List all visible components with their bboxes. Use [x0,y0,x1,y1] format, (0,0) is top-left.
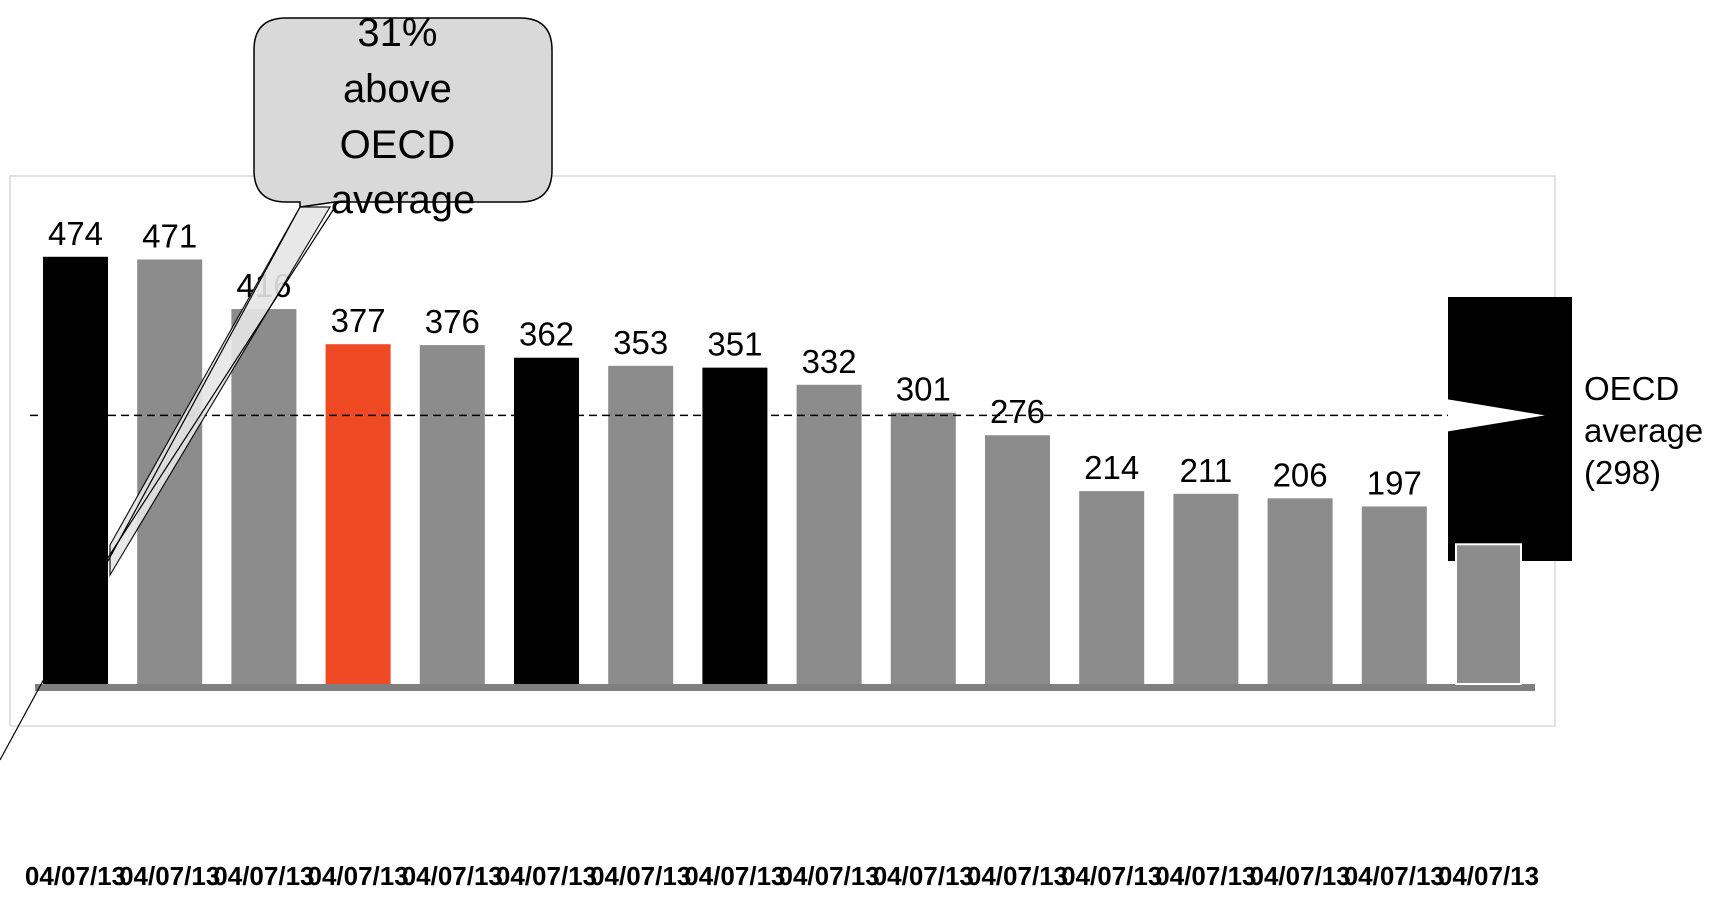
x-tick-label: 04/07/13 [402,861,503,891]
bar-5 [419,345,485,684]
svg-text:31% above OECD: 31% above OECD average [331,11,476,222]
bar-value-label: 471 [142,217,197,254]
x-tick-label: 04/07/13 [25,861,126,891]
callout-line-2: above [343,67,452,111]
x-tick-label: 04/07/13 [1249,861,1350,891]
x-tick-label: 04/07/13 [307,861,408,891]
x-tick-label: 04/07/13 [967,861,1068,891]
callout-line-1: 31% [357,11,437,55]
x-tick-label: 04/07/13 [590,861,691,891]
bar-15 [1361,506,1427,684]
callout-line-3: OECD [340,123,456,167]
x-tick-label: 04/07/13 [1061,861,1162,891]
bar-9 [796,384,862,684]
oecd-average-marker [1448,297,1572,561]
x-tick-label: 04/07/13 [778,861,879,891]
bar-10 [890,412,956,684]
bar-value-label: 362 [519,316,574,353]
last-bar-layer [1455,543,1522,686]
x-tick-label: 04/07/13 [684,861,785,891]
oecd-average-label: OECD average (298) [1584,370,1712,491]
bar-3 [231,309,297,684]
bar-value-label: 206 [1273,456,1328,493]
callout-pointer-line-right [44,206,336,656]
callout-line-4: average [331,178,476,222]
x-tick-label: 04/07/13 [496,861,597,891]
x-tick-label: 04/07/13 [1438,861,1539,891]
bar-11 [985,435,1050,684]
bar-13 [1173,493,1239,684]
x-tick-label: 04/07/13 [119,861,220,891]
bar-value-label: 376 [425,303,480,340]
bar-16 [1455,543,1522,686]
x-tick-label: 04/07/13 [873,861,974,891]
bar-value-label: 351 [707,326,762,363]
oecd-label-line-3: (298) [1584,454,1661,491]
bar-6 [514,357,579,684]
callout-bubble: 31% above OECD average [253,11,553,222]
x-tick-labels: 04/07/1304/07/1304/07/1304/07/1304/07/13… [25,861,1539,891]
bar-value-label: 353 [613,324,668,361]
bar-12 [1079,491,1145,684]
callout-pointer-line-left [0,206,301,761]
bar-value-label: 474 [48,215,103,252]
bar-value-label: 276 [990,393,1045,430]
x-tick-label: 04/07/13 [1344,861,1445,891]
bar-value-label: 214 [1084,449,1139,486]
bar-14 [1267,498,1333,684]
bar-4 [325,344,391,684]
bar-value-label: 211 [1180,452,1233,489]
oecd-label-line-2: average [1584,412,1703,449]
bar-value-label: 377 [331,302,386,339]
oecd-label-line-1: OECD [1584,370,1679,407]
bar-value-label: 197 [1367,464,1422,501]
bar-value-label: 332 [802,343,857,380]
x-axis-baseline [35,684,1535,691]
x-tick-label: 04/07/13 [213,861,314,891]
x-tick-label: 04/07/13 [1155,861,1256,891]
bars-layer: 4744714163773763623533513323012762142112… [43,215,1427,684]
bar-8 [702,367,768,684]
bar-7 [608,365,674,684]
bar-value-label: 301 [896,371,951,408]
bar-1 [43,256,108,684]
